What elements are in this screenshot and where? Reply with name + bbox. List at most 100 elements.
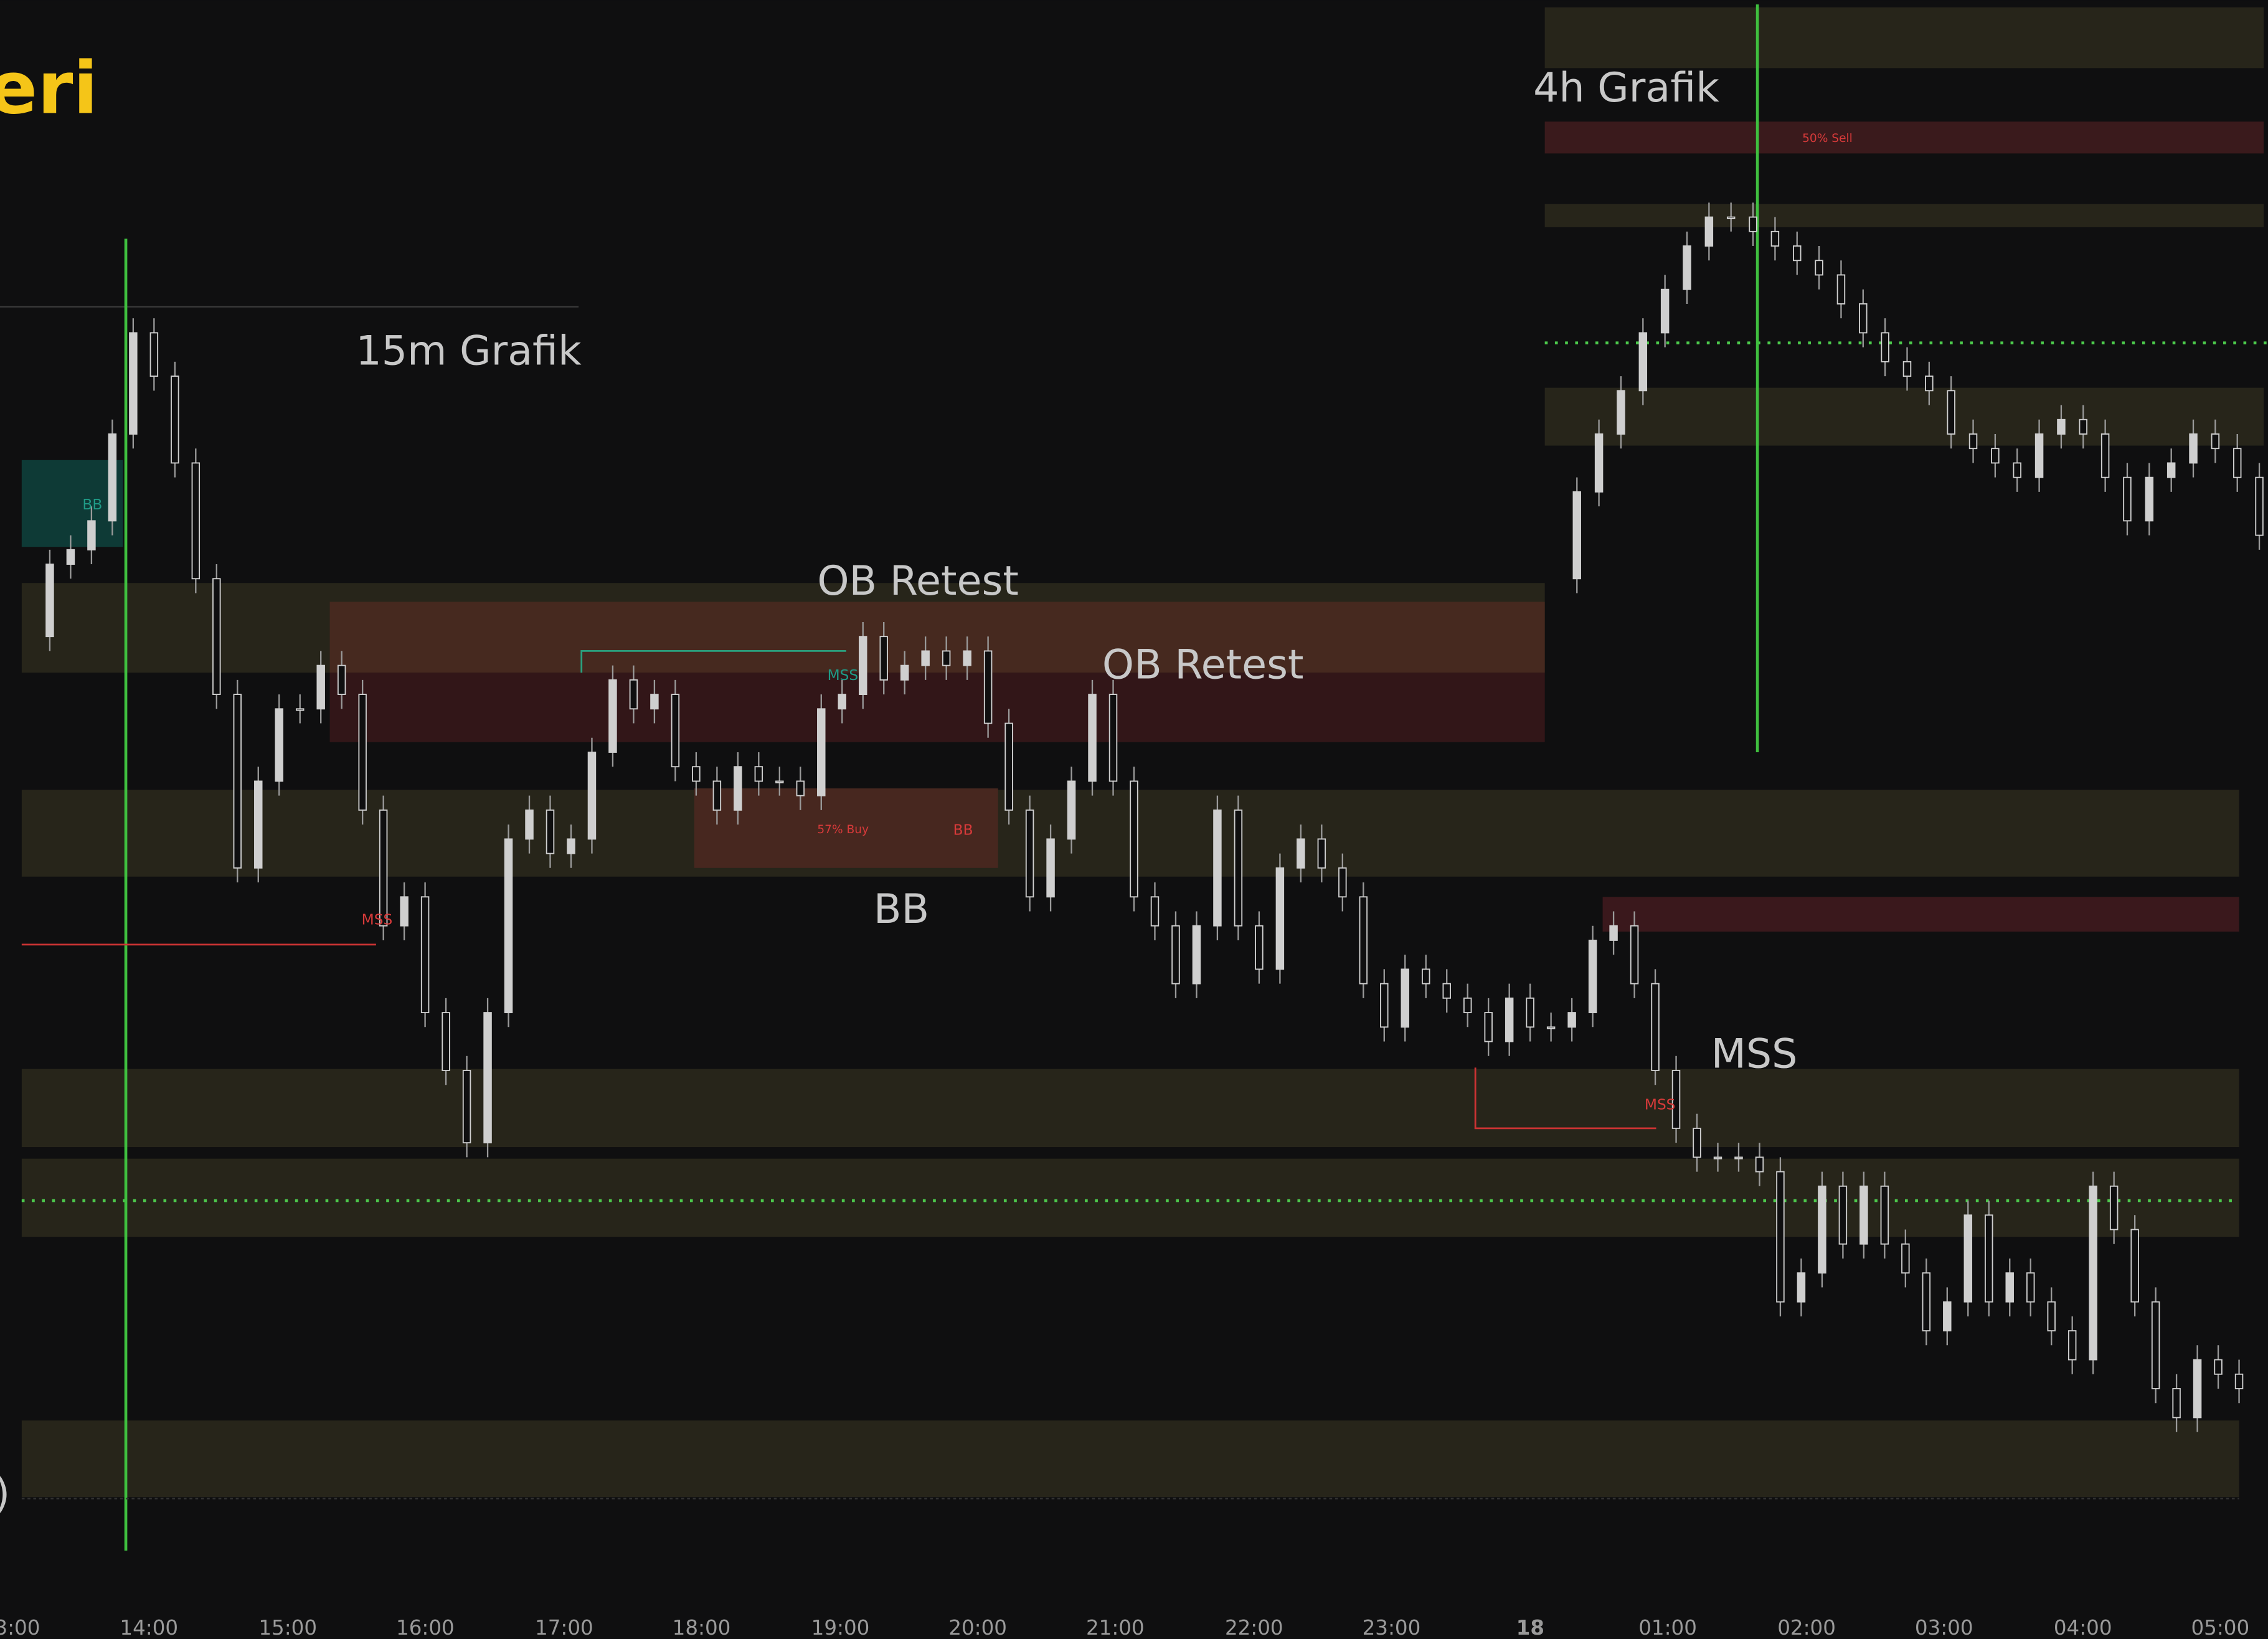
candle [546, 809, 555, 854]
candle [1985, 1214, 1993, 1303]
x-tick-label: 14:00 [120, 1616, 178, 1639]
annotation: MSS [1711, 1031, 1798, 1077]
candle [1902, 361, 1912, 377]
candle [191, 462, 201, 580]
candle [1922, 1272, 1931, 1332]
candle [1968, 433, 1978, 450]
mss-bracket [1474, 1067, 1656, 1130]
candle [1108, 694, 1118, 782]
x-tick-label: 02:00 [1777, 1616, 1836, 1639]
candle [692, 766, 701, 782]
candle [1880, 1185, 1889, 1245]
x-tick-label: 03:00 [1915, 1616, 1973, 1639]
candle [2079, 418, 2088, 435]
candle [963, 650, 971, 666]
candle [275, 708, 283, 782]
candle [1046, 838, 1055, 898]
candle [2026, 1272, 2035, 1303]
candle [1693, 1127, 1701, 1158]
candle [1213, 809, 1222, 927]
candle [1617, 390, 1625, 435]
annotation: ) [0, 1470, 10, 1517]
mss-bracket [580, 650, 846, 673]
candle [1671, 1070, 1681, 1129]
candle [1630, 925, 1639, 985]
candle [1901, 1243, 1910, 1274]
candle [379, 809, 388, 927]
candle [87, 520, 96, 550]
candle [1776, 1171, 1785, 1303]
candle [1749, 216, 1757, 232]
annotation: OB Retest [817, 558, 1019, 605]
candle [608, 679, 617, 753]
x-tick-label: 23:00 [1363, 1616, 1421, 1639]
candle [108, 433, 117, 522]
candle [2123, 476, 2132, 522]
candle [171, 376, 179, 464]
candle [1088, 694, 1097, 782]
annotation: 57% Buy [817, 823, 869, 836]
candle [1793, 245, 1802, 262]
candle [1004, 722, 1013, 811]
candle [2234, 1373, 2244, 1389]
candle [942, 650, 951, 666]
candle [1991, 448, 2000, 464]
candle [1505, 997, 1514, 1042]
annotation: BB [953, 821, 973, 838]
candle [1275, 867, 1285, 970]
candle [734, 766, 742, 811]
candle [1380, 983, 1389, 1028]
candle [400, 896, 409, 927]
annotation: BB [874, 886, 929, 933]
zone [329, 602, 1545, 673]
x-tick-label: 04:00 [2054, 1616, 2112, 1639]
annotation: BB [82, 496, 102, 513]
candle [1255, 925, 1264, 970]
candle [1422, 968, 1430, 985]
candle [254, 780, 263, 869]
zone [1544, 121, 2264, 154]
candle [2130, 1229, 2139, 1303]
candle [1859, 303, 1868, 334]
annotation: MSS [362, 911, 393, 928]
candle [1317, 838, 1326, 869]
candle [1594, 433, 1604, 493]
candle [2189, 433, 2198, 464]
candle [838, 694, 846, 710]
candle [1588, 940, 1597, 1014]
candle [900, 664, 909, 681]
candle [2034, 433, 2044, 478]
candle [233, 694, 242, 869]
zone [329, 673, 1545, 742]
candle [2172, 1388, 2181, 1419]
candle [66, 549, 75, 565]
zone [21, 1069, 2239, 1148]
candle [1797, 1272, 1806, 1303]
zone [1544, 387, 2264, 446]
annotation: 4h Grafik [1533, 65, 1719, 111]
candle [1609, 925, 1618, 941]
candle [337, 664, 346, 696]
candle [2089, 1185, 2097, 1361]
candle [2047, 1301, 2056, 1332]
candle [420, 896, 430, 1014]
candle [1401, 968, 1410, 1028]
candle [129, 332, 138, 435]
candle [1755, 1156, 1764, 1173]
x-tick-label: 18:00 [673, 1616, 731, 1639]
candle [295, 708, 305, 711]
x-tick-label: 22:00 [1225, 1616, 1283, 1639]
candle [2233, 448, 2242, 478]
candle [316, 664, 325, 710]
candle [1546, 1026, 1556, 1029]
annotation: MSS [1645, 1097, 1676, 1113]
candle [483, 1012, 492, 1144]
candle [587, 752, 597, 840]
annotation: 50% Sell [1802, 132, 1853, 145]
candle [1925, 376, 1934, 392]
candle [1150, 896, 1160, 927]
zone [21, 1420, 2239, 1498]
candle [1660, 288, 1670, 334]
candle [1484, 1012, 1493, 1042]
